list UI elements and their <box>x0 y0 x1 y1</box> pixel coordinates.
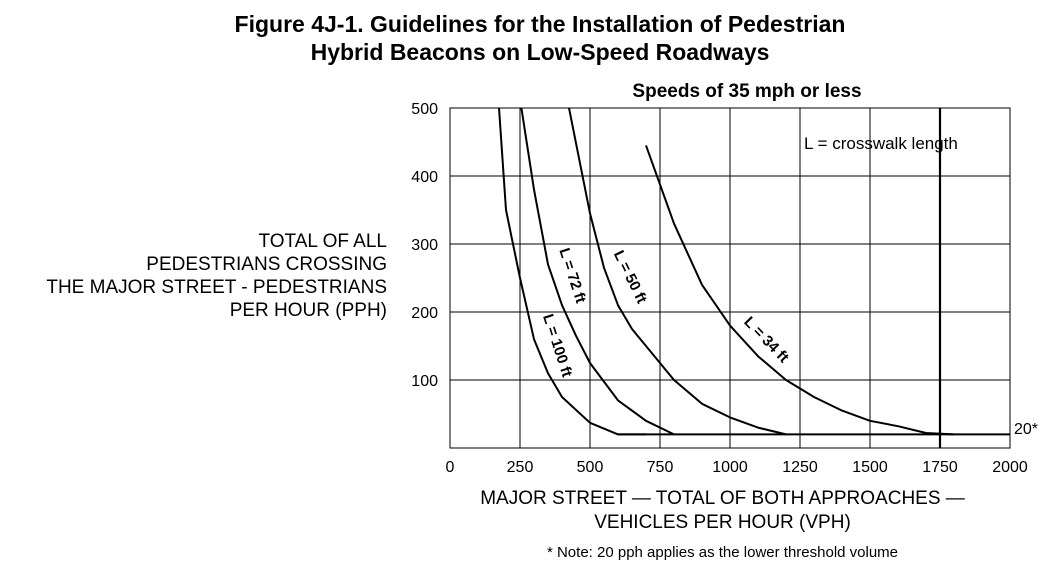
y-axis-label-line-4: PER HOUR (PPH) <box>229 300 387 321</box>
y-tick-label: 300 <box>411 237 438 254</box>
x-tick-label: 500 <box>577 459 604 476</box>
y-tick-label: 500 <box>411 101 438 118</box>
grid-lines <box>449 107 1011 449</box>
figure-title-line-1: Figure 4J-1. Guidelines for the Installa… <box>234 11 846 37</box>
y-tick-label: 200 <box>411 305 438 322</box>
x-tick-label: 1500 <box>852 459 888 476</box>
x-axis-label: MAJOR STREET — TOTAL OF BOTH APPROACHES … <box>450 487 995 535</box>
y-tick-label: 400 <box>411 169 438 186</box>
series-line-3 <box>568 107 787 436</box>
x-tick-label: 1750 <box>922 459 958 476</box>
x-tick-label: 0 <box>446 459 455 476</box>
y-axis-label-line-2: PEDESTRIANS CROSSING <box>146 254 387 275</box>
legend-text: L = crosswalk length <box>804 134 958 153</box>
series-labels: L = 100 ftL = 72 ft L = 50 ftL = 34 ft <box>539 246 792 379</box>
x-tick-label: 2000 <box>992 459 1028 476</box>
x-tick-label: 750 <box>647 459 674 476</box>
figure-title: Figure 4J-1. Guidelines for the Installa… <box>0 10 1054 66</box>
series-label-2: L = 72 ft <box>555 246 589 305</box>
figure-title-line-2: Hybrid Beacons on Low-Speed Roadways <box>310 39 770 65</box>
series-line-2 <box>520 107 675 436</box>
y-axis-label: TOTAL OF ALL PEDESTRIANS CROSSING THE MA… <box>46 230 387 322</box>
y-tick-label: 100 <box>411 373 438 390</box>
chart-title: Speeds of 35 mph or less <box>632 81 862 102</box>
series-line-1 <box>498 107 646 436</box>
x-tick-label: 250 <box>507 459 534 476</box>
series-line-4 <box>645 145 955 436</box>
threshold-label: 20* <box>1014 421 1038 438</box>
y-axis-label-line-1: TOTAL OF ALL <box>258 231 387 252</box>
x-axis-label-line-2: VEHICLES PER HOUR (VPH) <box>594 512 851 533</box>
series-curves <box>498 107 1010 436</box>
series-label-4: L = 34 ft <box>740 314 792 367</box>
x-axis-label-line-1: MAJOR STREET — TOTAL OF BOTH APPROACHES … <box>480 488 965 509</box>
footnote: * Note: 20 pph applies as the lower thre… <box>546 544 899 561</box>
y-axis-label-line-3: THE MAJOR STREET - PEDESTRIANS <box>46 277 387 298</box>
x-tick-label: 1250 <box>782 459 818 476</box>
x-tick-label: 1000 <box>712 459 748 476</box>
tick-labels: 0 250 500 750 1000 1250 1500 1750 2000 100 200 300 4… <box>411 101 1028 476</box>
